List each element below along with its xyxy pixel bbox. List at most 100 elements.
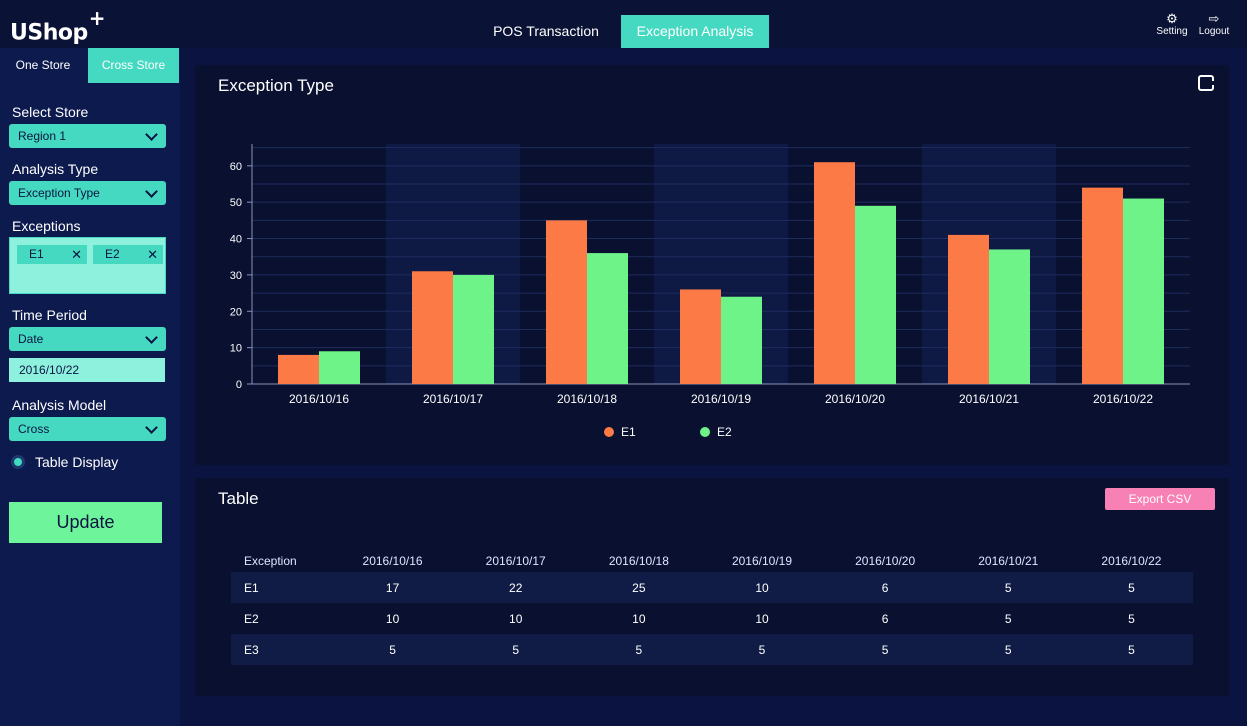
table-cell: 5 (577, 634, 701, 665)
bar-e2 (989, 249, 1030, 384)
table-cell: 5 (700, 634, 824, 665)
setting-label: Setting (1156, 26, 1188, 37)
bar-e2 (855, 205, 896, 384)
exception-chip-e2: E2 ✕ (93, 245, 163, 264)
analysis-type-label: Analysis Type (12, 161, 99, 177)
bar-e1 (1082, 187, 1123, 384)
chevron-down-icon (144, 327, 158, 351)
top-bar: UShop+ POS Transaction Exception Analysi… (0, 0, 1247, 48)
x-tick-label: 2016/10/20 (825, 392, 885, 406)
chevron-down-icon (144, 124, 158, 148)
col-header: 2016/10/22 (1101, 554, 1162, 568)
analysis-model-label: Analysis Model (12, 397, 107, 413)
date-input[interactable] (9, 358, 165, 382)
chart-panel-title: Exception Type (218, 76, 334, 95)
tab-one-store[interactable]: One Store (15, 58, 71, 72)
table-cell: 5 (946, 572, 1070, 603)
col-header: 2016/10/16 (362, 554, 423, 568)
table-cell: 5 (946, 634, 1070, 665)
col-header: 2016/10/21 (978, 554, 1039, 568)
table-cell: E1 (231, 572, 331, 603)
x-tick-label: 2016/10/17 (423, 392, 483, 406)
bar-e2 (453, 274, 494, 384)
exceptions-multiselect[interactable]: E1 ✕ E2 ✕ (9, 237, 166, 294)
table-panel-title: Table (218, 489, 259, 508)
chip-label: E1 (29, 247, 44, 261)
exception-chip-e1: E1 ✕ (17, 245, 87, 264)
exception-type-panel: Exception Type 0 10 20 30 40 50 60 2016/10/16 20… (195, 65, 1229, 465)
export-icon[interactable] (1198, 75, 1218, 91)
tab-exception-analysis[interactable]: Exception Analysis (621, 15, 769, 48)
table-cell: 5 (1069, 634, 1193, 665)
table-cell: 25 (577, 572, 701, 603)
analysis-type-dropdown[interactable]: Exception Type (9, 181, 166, 205)
bar-e1 (948, 234, 989, 384)
tab-pos-transaction[interactable]: POS Transaction (493, 23, 599, 39)
bar-e2 (1123, 198, 1164, 384)
export-csv-button[interactable]: Export CSV (1105, 488, 1215, 510)
chip-label: E2 (105, 247, 120, 261)
table-cell: 5 (1128, 611, 1135, 626)
logout-icon: ⇨ (1208, 11, 1220, 26)
bar-e1 (814, 162, 855, 384)
col-header: 2016/10/19 (731, 554, 793, 568)
select-store-dropdown[interactable]: Region 1 (9, 124, 166, 148)
table-cell: E3 (231, 634, 331, 665)
table-cell: 10 (632, 611, 646, 626)
sidebar: One Store Cross Store Select Store Regio… (0, 48, 180, 726)
logout-button[interactable]: ⇨ Logout (1194, 11, 1234, 38)
x-tick-label: 2016/10/16 (289, 392, 349, 406)
logout-label: Logout (1198, 26, 1230, 37)
tab-cross-store[interactable]: Cross Store (88, 48, 179, 83)
x-tick-label: 2016/10/22 (1093, 392, 1153, 406)
analysis-type-value: Exception Type (18, 186, 100, 200)
col-header: 2016/10/17 (485, 554, 546, 568)
table-cell: 5 (823, 634, 947, 665)
select-store-label: Select Store (12, 104, 89, 120)
setting-button[interactable]: ⚙ Setting (1152, 11, 1192, 38)
legend-marker-e1 (604, 427, 614, 437)
analysis-model-value: Cross (18, 422, 50, 436)
update-button[interactable]: Update (9, 502, 162, 543)
table-display-label: Table Display (35, 454, 119, 470)
select-store-value: Region 1 (18, 129, 67, 143)
table-cell: 10 (509, 611, 523, 626)
time-period-dropdown[interactable]: Date (9, 327, 166, 351)
legend-label: E1 (621, 425, 636, 439)
close-icon[interactable]: ✕ (71, 247, 82, 262)
table-row: E2 10 10 10 10 6 5 5 (231, 603, 1193, 634)
logo-text: UShop (10, 20, 88, 46)
table-cell: 10 (755, 611, 769, 626)
x-tick-label: 2016/10/18 (557, 392, 617, 406)
col-header: 2016/10/18 (608, 554, 669, 568)
table-cell: 5 (1069, 572, 1193, 603)
table-cell: 5 (1004, 611, 1012, 626)
bar-e1 (278, 354, 319, 384)
y-tick-label: 30 (230, 270, 242, 282)
bar-e2 (587, 253, 628, 384)
table-display-radio[interactable] (11, 455, 25, 469)
legend-marker-e2 (700, 427, 710, 437)
table-cell: 6 (881, 611, 889, 626)
time-period-label: Time Period (12, 307, 87, 323)
table-cell: 6 (823, 572, 947, 603)
y-tick-label: 40 (230, 234, 242, 246)
y-tick-label: 10 (230, 343, 242, 355)
app-logo[interactable]: UShop+ (10, 6, 106, 46)
analysis-model-dropdown[interactable]: Cross (9, 417, 166, 441)
table-cell: E2 (244, 611, 259, 626)
x-tick-label: 2016/10/21 (959, 392, 1019, 406)
x-tick-label: 2016/10/19 (691, 392, 751, 406)
gear-icon: ⚙ (1166, 11, 1178, 26)
table-cell: 17 (331, 572, 455, 603)
table-row: E1 17 22 25 10 6 5 5 (231, 572, 1193, 603)
table-row: E3 5 5 5 5 5 5 5 (231, 634, 1193, 665)
chevron-down-icon (144, 417, 158, 441)
table-cell: 10 (700, 572, 824, 603)
bar-e2 (721, 296, 762, 384)
bar-e1 (412, 271, 453, 384)
y-tick-label: 50 (230, 197, 242, 209)
legend-label: E2 (717, 425, 732, 439)
time-period-value: Date (18, 332, 44, 346)
close-icon[interactable]: ✕ (147, 247, 158, 262)
